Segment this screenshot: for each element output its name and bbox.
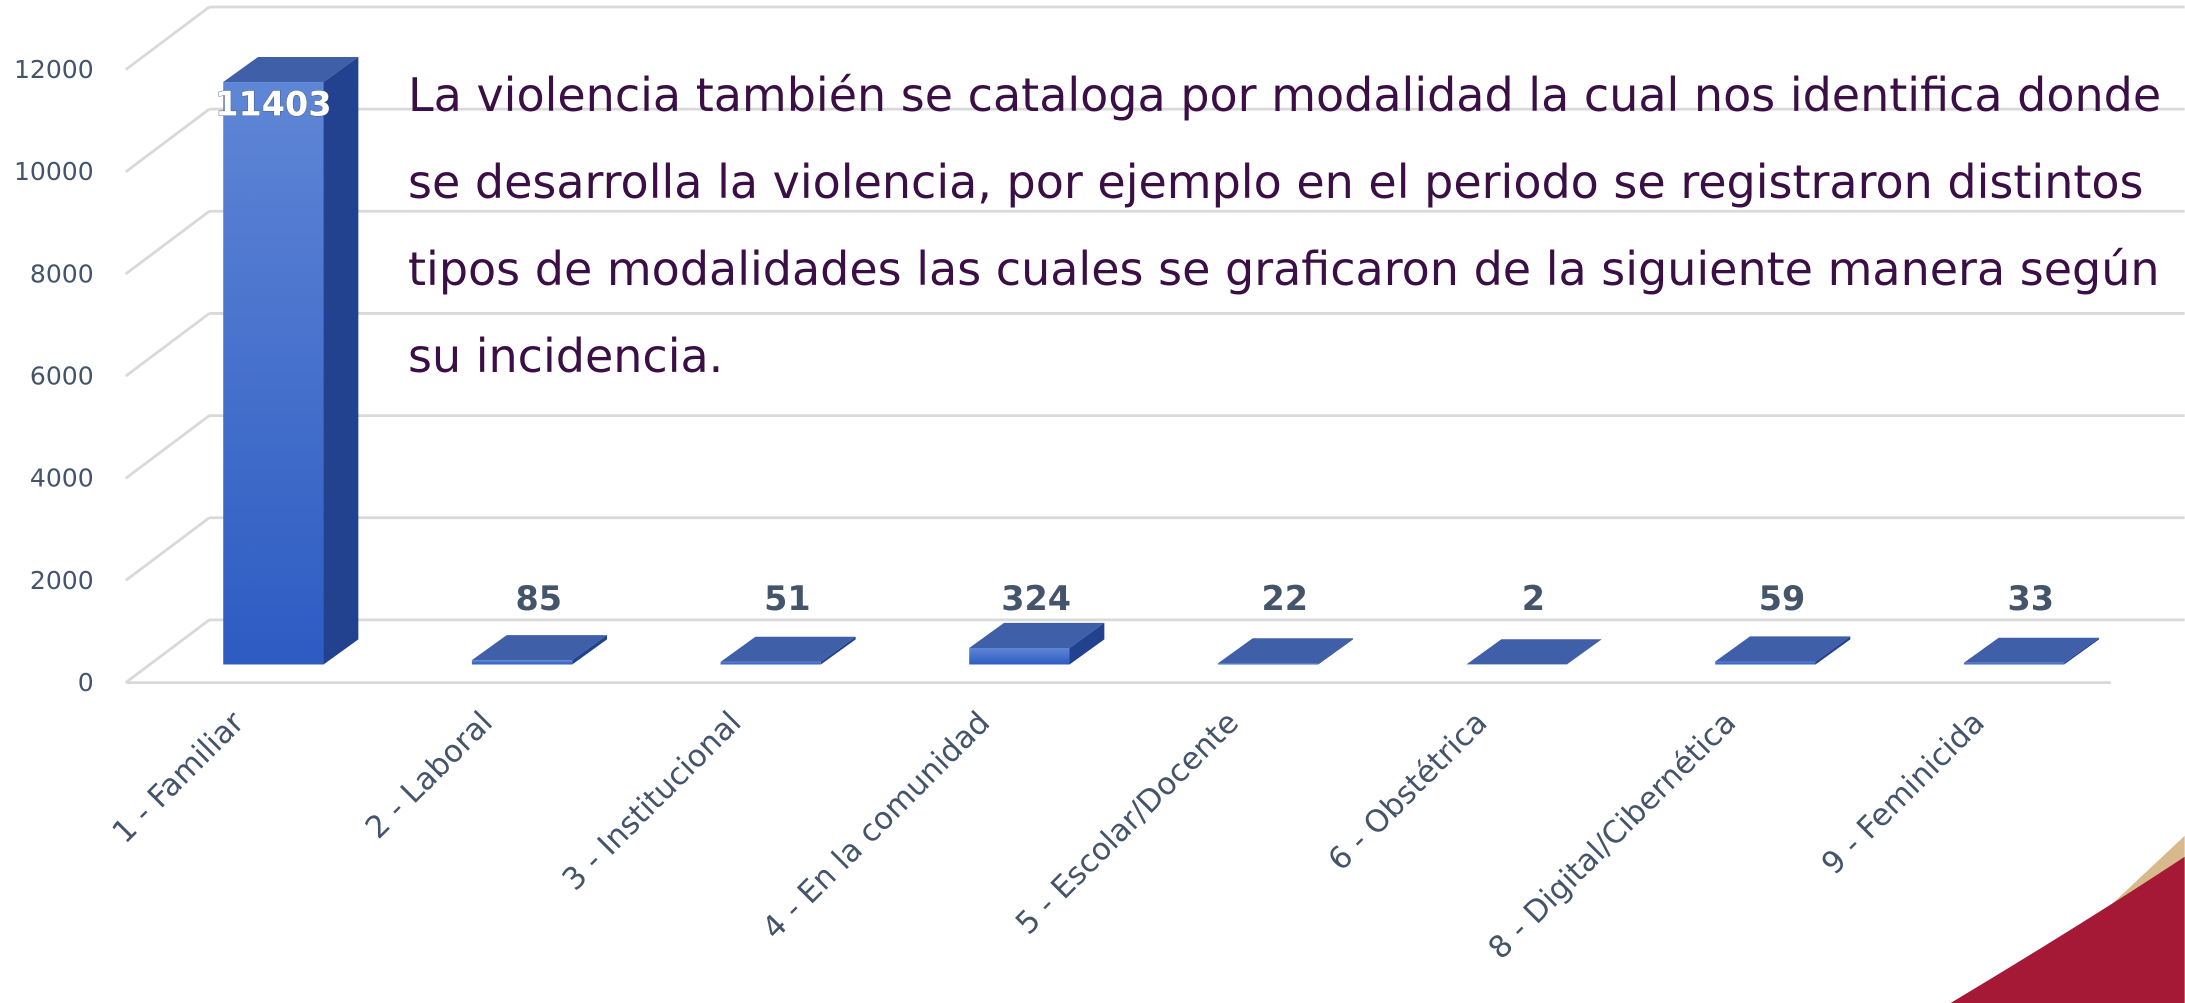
grid-line [126, 109, 210, 172]
grid-line [126, 518, 210, 581]
value-label: 11403 [215, 84, 331, 123]
bar [472, 635, 607, 664]
bar-top [1218, 638, 1353, 663]
value-label: 33 [2007, 579, 2054, 618]
y-tick-label: 6000 [30, 361, 94, 390]
x-tick-label: 2 - Laboral [359, 705, 500, 846]
bar-front [1715, 661, 1815, 664]
grid-line [126, 620, 210, 683]
bar-top [721, 637, 856, 662]
bar [721, 637, 856, 665]
y-tick-label: 12000 [14, 55, 94, 84]
decoration [1951, 836, 2185, 1003]
grid-line [126, 7, 210, 70]
x-tick-label: 8 - Digital/Cibernética [1482, 705, 1743, 966]
bar-top [1467, 639, 1602, 664]
bar [1715, 636, 1850, 664]
x-tick-label: 5 - Escolar/Docente [1009, 705, 1245, 941]
bar-front [223, 82, 323, 664]
x-tick-label: 9 - Feminicida [1815, 705, 1992, 882]
bar-front [472, 660, 572, 664]
bar-top [472, 635, 607, 660]
grid-line [126, 313, 210, 376]
bar-top [1715, 636, 1850, 661]
y-tick-label: 0 [78, 668, 94, 697]
bar-side [324, 57, 359, 665]
annotation: La violencia también se cataloga por mod… [408, 52, 2168, 400]
bar-top [1964, 638, 2099, 663]
value-label: 324 [1001, 579, 1071, 618]
bar-front [969, 648, 1069, 665]
value-label: 22 [1261, 579, 1308, 618]
x-tick-label: 1 - Familiar [106, 705, 251, 850]
value-label: 2 [1522, 579, 1545, 618]
x-tick-label: 6 - Obstétrica [1322, 705, 1495, 878]
bar [223, 57, 358, 665]
x-tick-label: 4 - En la comunidad [756, 705, 997, 946]
bar [1964, 638, 2099, 665]
grid-line [126, 416, 210, 479]
bar-front [1964, 663, 2064, 665]
y-tick-label: 2000 [30, 566, 94, 595]
bar [1467, 639, 1602, 664]
bar [1218, 638, 1353, 664]
bar-front [721, 662, 821, 665]
page: {"chart_data": {"type": "bar", "annotati… [0, 0, 2185, 1003]
y-tick-label: 10000 [14, 157, 94, 186]
y-tick-label: 8000 [30, 259, 94, 288]
bar-front [1218, 663, 1318, 664]
x-tick-label: 3 - Institucional [556, 705, 748, 897]
value-label: 59 [1759, 579, 1806, 618]
grid-line [126, 211, 210, 274]
y-tick-label: 4000 [30, 464, 94, 493]
value-label: 51 [764, 579, 811, 618]
value-label: 85 [516, 579, 563, 618]
bar [969, 623, 1104, 665]
